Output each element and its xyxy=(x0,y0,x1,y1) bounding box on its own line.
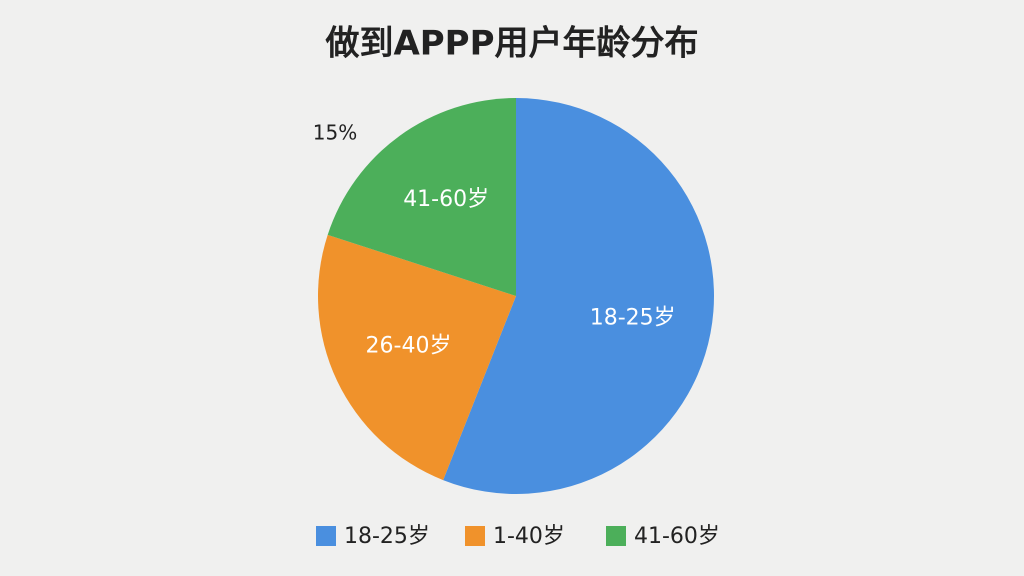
pie-slice xyxy=(443,98,714,494)
legend-label: 1-40岁 xyxy=(493,524,565,549)
legend-label: 18-25岁 xyxy=(344,524,430,549)
legend-swatch xyxy=(465,526,485,546)
legend-swatch xyxy=(316,526,336,546)
annotation: 15% xyxy=(313,121,357,145)
legend-label: 41-60岁 xyxy=(634,524,720,549)
pie-slice xyxy=(327,98,516,296)
legend-swatch xyxy=(606,526,626,546)
slice-label: 18-25岁 xyxy=(590,305,676,330)
pie-slice xyxy=(317,234,516,481)
slice-label: 41-60岁 xyxy=(403,187,489,212)
chart-title: 做到APPP用户年龄分布 xyxy=(324,24,698,64)
slice-label: 26-40岁 xyxy=(366,334,452,359)
